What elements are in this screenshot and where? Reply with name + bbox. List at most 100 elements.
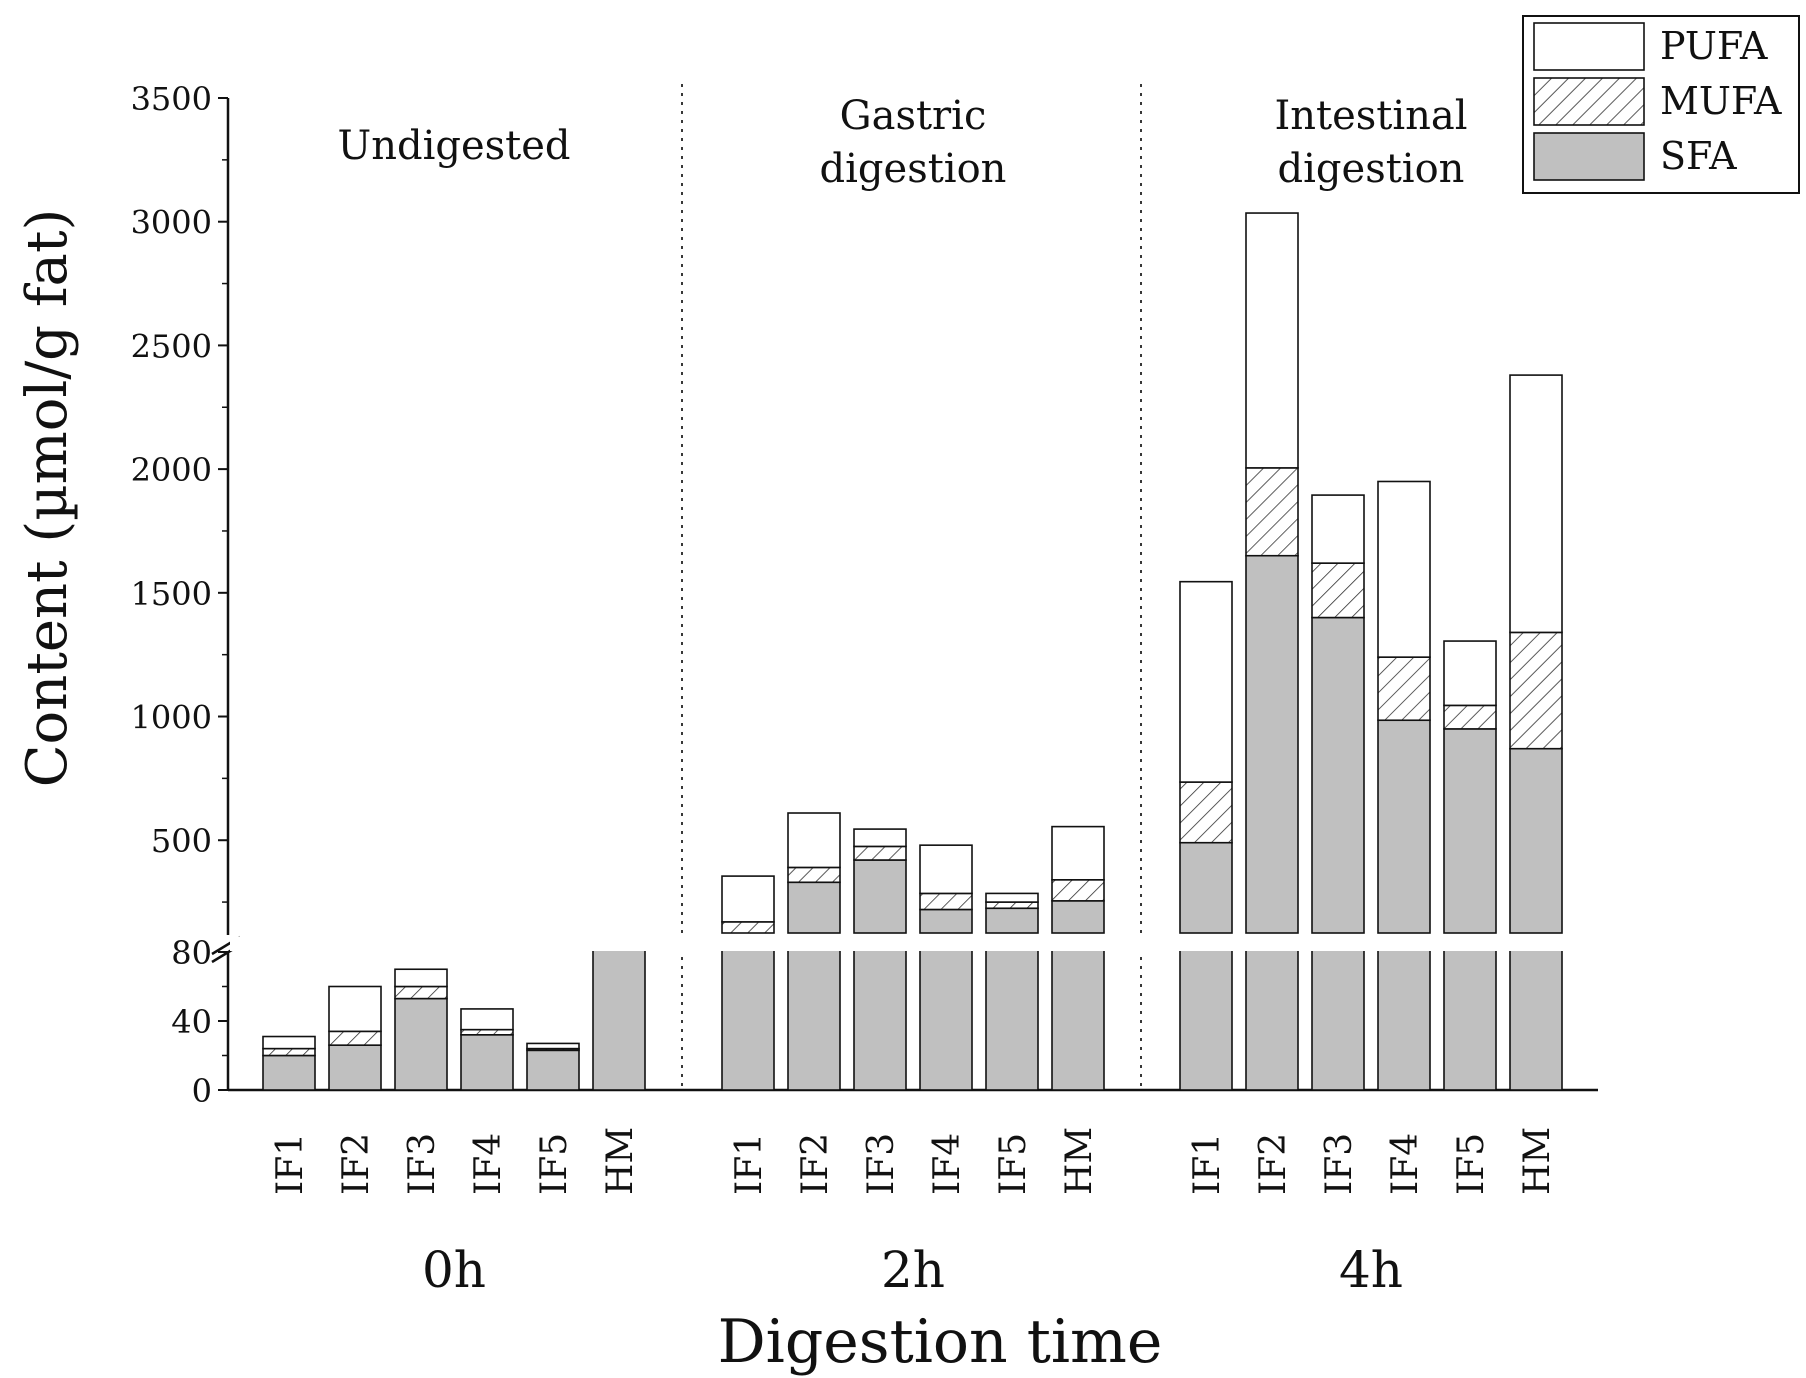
bar-segment-sfa-lower: [721, 949, 775, 1091]
x-axis-title: Digestion time: [718, 1307, 1163, 1377]
bar-segment-sfa-lower: [1509, 949, 1563, 1091]
bar-segment-sfa-lower: [985, 949, 1039, 1091]
bar-segment-mufa: [1377, 656, 1431, 722]
bars: [230, 212, 1600, 1091]
bar-segment-pufa: [1245, 212, 1299, 469]
x-category-label: IF3: [861, 1133, 902, 1195]
bar-segment-pufa: [460, 1008, 514, 1031]
x-category-label: IF5: [993, 1133, 1034, 1195]
bar-segment-sfa-lower: [853, 949, 907, 1091]
x-group-label: 4h: [1339, 1241, 1403, 1299]
bar-segment-mufa: [1443, 704, 1497, 730]
bar-segment-mufa: [1311, 562, 1365, 619]
x-category-label: IF4: [927, 1133, 968, 1195]
bar-segment-sfa: [787, 881, 841, 934]
x-category-label: IF3: [402, 1133, 443, 1195]
bar-segment-pufa: [721, 875, 775, 923]
bar-segment-pufa: [1051, 825, 1105, 881]
bar-segment-mufa: [1245, 467, 1299, 557]
bar-segment-mufa: [985, 901, 1039, 910]
x-category-label: IF2: [1253, 1133, 1294, 1195]
bar-segment-mufa: [919, 892, 973, 911]
bar-segment-sfa: [1051, 900, 1105, 934]
bar-segment-mufa: [328, 1030, 382, 1046]
bar-segment-sfa-lower: [1179, 949, 1233, 1091]
bar-segment-sfa: [1377, 719, 1431, 934]
axis-break-gap: [230, 937, 1600, 951]
x-category-label: IF1: [1187, 1133, 1228, 1195]
legend-swatch-sfa: [1533, 132, 1645, 181]
bar-segment-pufa: [1179, 580, 1233, 783]
bar-segment-sfa: [262, 1054, 316, 1091]
group-annotation: Undigested: [337, 123, 570, 169]
bar-segment-mufa: [721, 921, 775, 934]
legend-swatch-pufa: [1533, 22, 1645, 71]
y-tick-label: 0: [192, 1072, 212, 1110]
bar-segment-pufa: [1509, 374, 1563, 634]
x-category-label: IF4: [1385, 1133, 1426, 1195]
y-tick-label: 40: [171, 1003, 212, 1041]
x-group-label: 0h: [422, 1241, 486, 1299]
bar-segment-pufa: [1377, 480, 1431, 658]
bar-segment-sfa-lower: [1311, 949, 1365, 1091]
x-category-label: HM: [1059, 1127, 1100, 1195]
y-tick-label: 2500: [131, 327, 212, 365]
bar-segment-sfa: [1311, 616, 1365, 934]
x-category-label: IF3: [1319, 1133, 1360, 1195]
bar-segment-sfa-lower: [1245, 949, 1299, 1091]
x-category-label: IF1: [270, 1133, 311, 1195]
bar-segment-sfa: [394, 997, 448, 1091]
bar-segment-mufa: [394, 985, 448, 1000]
bar-segment-pufa: [526, 1042, 580, 1050]
y-tick-label: 3000: [131, 204, 212, 242]
y-tick-label: 3500: [131, 80, 212, 118]
axes: [211, 84, 1598, 1092]
x-category-label: IF2: [336, 1133, 377, 1195]
bar-segment-sfa: [1245, 554, 1299, 934]
bar-segment-sfa-lower: [592, 949, 646, 1091]
bar-segment-mufa: [1179, 781, 1233, 844]
bar-segment-pufa: [262, 1035, 316, 1050]
y-tick-label: 2000: [131, 451, 212, 489]
bar-segment-sfa-lower: [787, 949, 841, 1091]
x-group-label: 2h: [881, 1241, 945, 1299]
bar-segment-pufa: [985, 892, 1039, 903]
legend-label: MUFA: [1660, 79, 1782, 123]
bar-segment-sfa-lower: [1443, 949, 1497, 1091]
y-tick-label: 1000: [131, 699, 212, 737]
group-annotation: digestion: [1278, 146, 1465, 192]
bar-segment-sfa-lower: [1051, 949, 1105, 1091]
x-category-label: IF2: [795, 1133, 836, 1195]
bar-segment-pufa: [1443, 640, 1497, 707]
legend: PUFA MUFA SFA: [1522, 15, 1800, 194]
bar-segment-sfa: [919, 908, 973, 934]
y-tick-label: 1500: [131, 575, 212, 613]
bar-segment-sfa: [985, 907, 1039, 934]
bar-segment-pufa: [394, 968, 448, 988]
bar-segment-sfa: [853, 859, 907, 934]
legend-label: SFA: [1660, 134, 1737, 178]
bar-segment-pufa: [328, 985, 382, 1033]
bar-segment-sfa: [460, 1034, 514, 1091]
x-category-label: HM: [1517, 1127, 1558, 1195]
y-tick-label: 500: [151, 822, 212, 860]
bar-segment-mufa: [1051, 879, 1105, 902]
labels: 0 40 80 500 1000 1500 2000 2500 3000 3500 Content …: [15, 15, 1800, 1377]
x-category-label: IF5: [1451, 1133, 1492, 1195]
bar-segment-sfa: [328, 1044, 382, 1091]
group-annotation: Gastric: [840, 93, 987, 139]
bar-segment-mufa: [262, 1047, 316, 1057]
x-category-label: IF1: [729, 1133, 770, 1195]
bar-segment-sfa: [1509, 747, 1563, 934]
x-category-label: IF4: [468, 1133, 509, 1195]
bar-segment-sfa: [1179, 841, 1233, 934]
y-tick-label: 80: [171, 934, 212, 972]
bar-segment-mufa: [1509, 631, 1563, 750]
bar-segment-pufa: [853, 828, 907, 848]
bar-segment-mufa: [853, 845, 907, 861]
bar-segment-sfa-lower: [919, 949, 973, 1091]
bar-segment-sfa-lower: [1377, 949, 1431, 1091]
bar-segment-pufa: [787, 812, 841, 869]
bar-segment-sfa: [526, 1049, 580, 1091]
